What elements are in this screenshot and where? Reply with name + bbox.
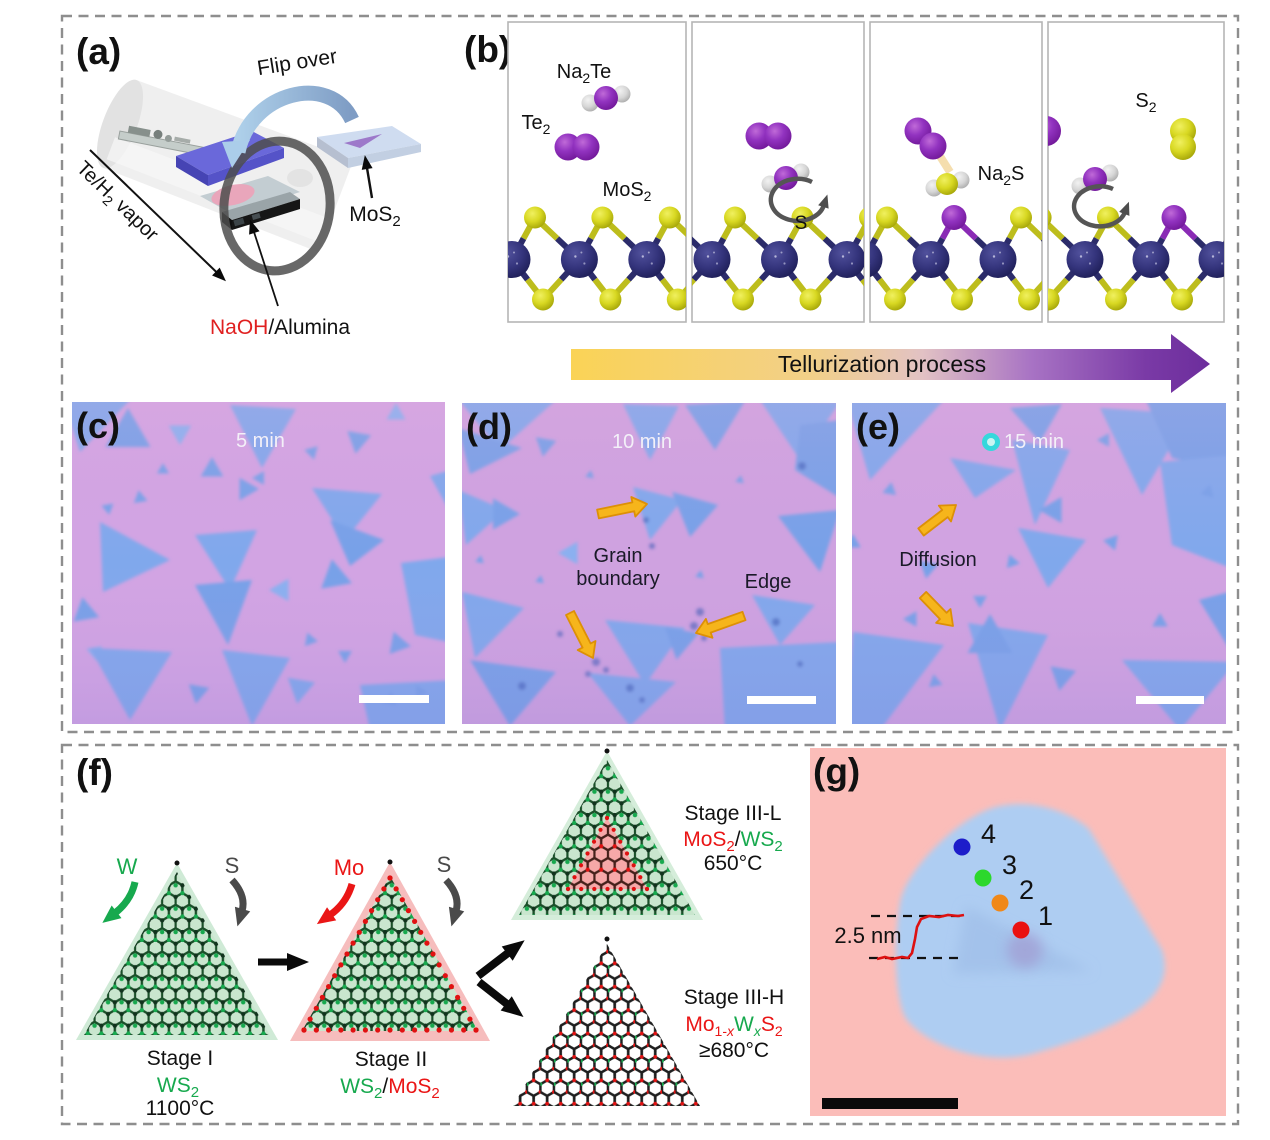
svg-text:2.5 nm: 2.5 nm: [834, 923, 901, 948]
svg-text:MoS2/WS2: MoS2/WS2: [683, 828, 783, 855]
svg-text:≥680°C: ≥680°C: [699, 1039, 769, 1062]
svg-text:15 min: 15 min: [1004, 431, 1064, 453]
svg-text:Stage III-L: Stage III-L: [685, 802, 782, 825]
svg-text:(e): (e): [856, 406, 900, 447]
svg-text:MoS2: MoS2: [349, 203, 401, 230]
svg-text:(f): (f): [76, 752, 113, 793]
svg-text:Tellurization process: Tellurization process: [778, 351, 986, 377]
svg-text:5 min: 5 min: [236, 430, 285, 452]
svg-text:Diffusion: Diffusion: [899, 549, 976, 571]
svg-text:Grain: Grain: [594, 545, 643, 567]
svg-text:650°C: 650°C: [704, 852, 763, 875]
svg-text:WS2/MoS2: WS2/MoS2: [340, 1075, 440, 1102]
svg-text:NaOH/Alumina: NaOH/Alumina: [210, 316, 350, 339]
svg-text:Stage II: Stage II: [355, 1048, 427, 1071]
svg-text:4: 4: [981, 819, 996, 849]
svg-text:boundary: boundary: [576, 568, 659, 590]
svg-text:Stage III-H: Stage III-H: [684, 986, 784, 1009]
svg-text:Na2S: Na2S: [978, 163, 1025, 188]
svg-text:(b): (b): [464, 29, 511, 70]
svg-text:1100°C: 1100°C: [146, 1097, 215, 1120]
svg-text:Na2Te: Na2Te: [557, 61, 612, 86]
svg-text:S: S: [795, 213, 808, 234]
svg-text:Mo: Mo: [334, 855, 365, 880]
svg-text:1: 1: [1038, 901, 1053, 931]
svg-text:2: 2: [1019, 875, 1034, 905]
svg-text:MoS2: MoS2: [603, 179, 652, 204]
svg-text:(d): (d): [466, 406, 512, 447]
svg-text:(a): (a): [76, 31, 121, 72]
svg-text:Mo1-xWxS2: Mo1-xWxS2: [685, 1013, 782, 1039]
svg-text:S: S: [437, 852, 452, 877]
svg-text:(g): (g): [813, 751, 860, 792]
svg-text:10 min: 10 min: [612, 431, 672, 453]
svg-text:3: 3: [1002, 850, 1017, 880]
svg-text:Stage I: Stage I: [147, 1047, 214, 1070]
svg-text:Edge: Edge: [745, 571, 792, 593]
svg-text:(c): (c): [76, 405, 120, 446]
svg-text:W: W: [117, 854, 138, 879]
svg-text:S: S: [225, 853, 240, 878]
